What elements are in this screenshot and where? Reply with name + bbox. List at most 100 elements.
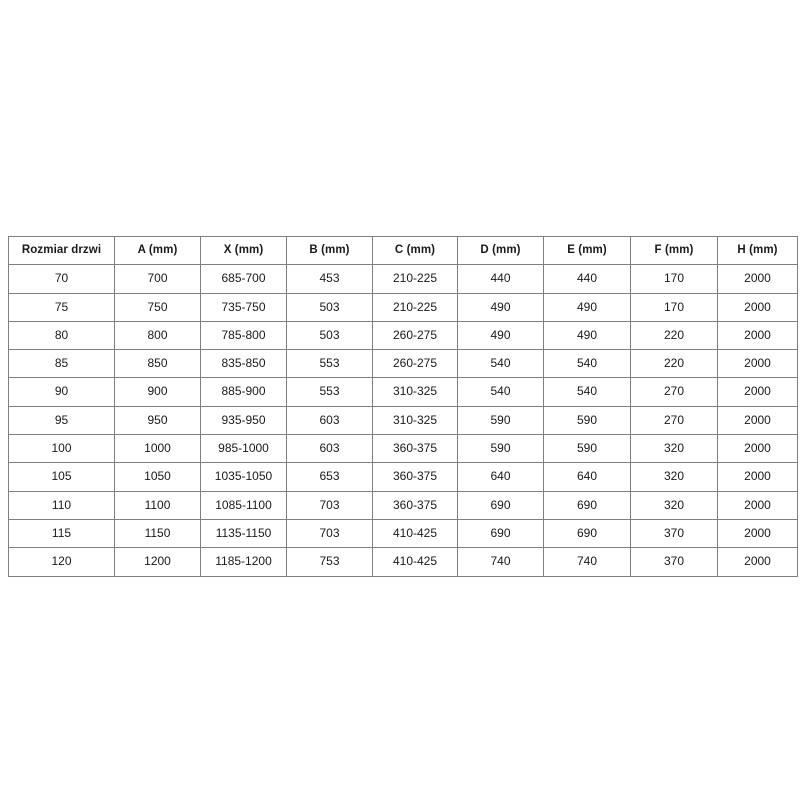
table-cell: 640 [543,462,631,492]
table-cell: 85 [8,349,115,379]
table-cell: 170 [630,292,718,322]
table-cell: 985-1000 [200,434,287,464]
table-row: 105 1050 1035-1050 653 360-375 640 640 320 2000 [8,462,798,492]
table-header-row: Rozmiar drzwi A (mm) X (mm) B (mm) C (mm… [8,235,798,266]
table-cell: 1035-1050 [200,462,287,492]
table-cell: 2000 [717,405,798,436]
table-cell: 170 [630,264,718,294]
table-cell: 490 [543,320,631,351]
table-cell: 110 [8,490,115,520]
column-header-d: D (mm) [457,235,544,266]
table-cell: 453 [286,264,373,294]
table-cell: 540 [457,377,544,407]
table-cell: 2000 [717,349,798,379]
table-cell: 360-375 [372,462,458,492]
column-header-a: A (mm) [114,235,201,266]
table-cell: 1000 [114,434,201,464]
table-cell: 735-750 [200,292,287,322]
table-cell: 370 [630,518,718,549]
table-row: 115 1150 1135-1150 703 410-425 690 690 370 2000 [8,518,798,549]
table-cell: 105 [8,462,115,492]
table-cell: 653 [286,462,373,492]
table-cell: 220 [630,349,718,379]
table-cell: 590 [543,405,631,436]
table-row: 90 900 885-900 553 310-325 540 540 270 2000 [8,377,798,407]
table-row: 95 950 935-950 603 310-325 590 590 270 2000 [8,405,798,436]
table-cell: 1150 [114,518,201,549]
table-cell: 1185-1200 [200,547,287,577]
table-cell: 320 [630,490,718,520]
column-header-x: X (mm) [200,235,287,266]
table-cell: 640 [457,462,544,492]
table-cell: 1050 [114,462,201,492]
table-cell: 210-225 [372,264,458,294]
column-header-b: B (mm) [286,235,373,266]
table-cell: 690 [457,490,544,520]
table-cell: 2000 [717,490,798,520]
table-cell: 740 [457,547,544,577]
table-cell: 950 [114,405,201,436]
table-cell: 603 [286,434,373,464]
table-cell: 120 [8,547,115,577]
table-row: 110 1100 1085-1100 703 360-375 690 690 320 2000 [8,490,798,520]
table-cell: 835-850 [200,349,287,379]
table-cell: 2000 [717,292,798,322]
table-header: Rozmiar drzwi A (mm) X (mm) B (mm) C (mm… [8,235,798,266]
table-cell: 410-425 [372,547,458,577]
door-dimension-table: Rozmiar drzwi A (mm) X (mm) B (mm) C (mm… [8,235,798,577]
table-cell: 540 [543,377,631,407]
table-cell: 440 [457,264,544,294]
table-cell: 800 [114,320,201,351]
table-cell: 935-950 [200,405,287,436]
table-cell: 310-325 [372,405,458,436]
column-header-h: H (mm) [717,235,798,266]
table-cell: 80 [8,320,115,351]
table-cell: 360-375 [372,434,458,464]
table-cell: 490 [543,292,631,322]
table-cell: 2000 [717,462,798,492]
dimension-table-container: Rozmiar drzwi A (mm) X (mm) B (mm) C (mm… [8,235,798,577]
table-cell: 540 [543,349,631,379]
table-cell: 260-275 [372,320,458,351]
table-cell: 750 [114,292,201,322]
table-cell: 115 [8,518,115,549]
table-cell: 703 [286,490,373,520]
table-cell: 320 [630,434,718,464]
table-cell: 210-225 [372,292,458,322]
table-cell: 553 [286,349,373,379]
table-cell: 685-700 [200,264,287,294]
table-cell: 603 [286,405,373,436]
table-cell: 1200 [114,547,201,577]
table-cell: 490 [457,320,544,351]
table-cell: 850 [114,349,201,379]
table-cell: 310-325 [372,377,458,407]
table-cell: 785-800 [200,320,287,351]
table-cell: 540 [457,349,544,379]
table-cell: 360-375 [372,490,458,520]
table-cell: 270 [630,405,718,436]
table-cell: 70 [8,264,115,294]
table-cell: 100 [8,434,115,464]
table-cell: 2000 [717,434,798,464]
table-cell: 703 [286,518,373,549]
table-cell: 690 [543,518,631,549]
table-cell: 410-425 [372,518,458,549]
table-cell: 590 [457,405,544,436]
table-row: 75 750 735-750 503 210-225 490 490 170 2000 [8,292,798,322]
table-row: 80 800 785-800 503 260-275 490 490 220 2000 [8,320,798,351]
table-cell: 740 [543,547,631,577]
table-cell: 440 [543,264,631,294]
column-header-f: F (mm) [630,235,718,266]
table-cell: 1100 [114,490,201,520]
table-cell: 2000 [717,547,798,577]
table-cell: 690 [543,490,631,520]
table-cell: 370 [630,547,718,577]
table-row: 85 850 835-850 553 260-275 540 540 220 2000 [8,349,798,379]
table-cell: 690 [457,518,544,549]
table-cell: 95 [8,405,115,436]
table-cell: 260-275 [372,349,458,379]
column-header-rozmiar-drzwi: Rozmiar drzwi [8,235,115,266]
table-row: 120 1200 1185-1200 753 410-425 740 740 370 2000 [8,547,798,577]
table-cell: 590 [543,434,631,464]
table-cell: 1085-1100 [200,490,287,520]
